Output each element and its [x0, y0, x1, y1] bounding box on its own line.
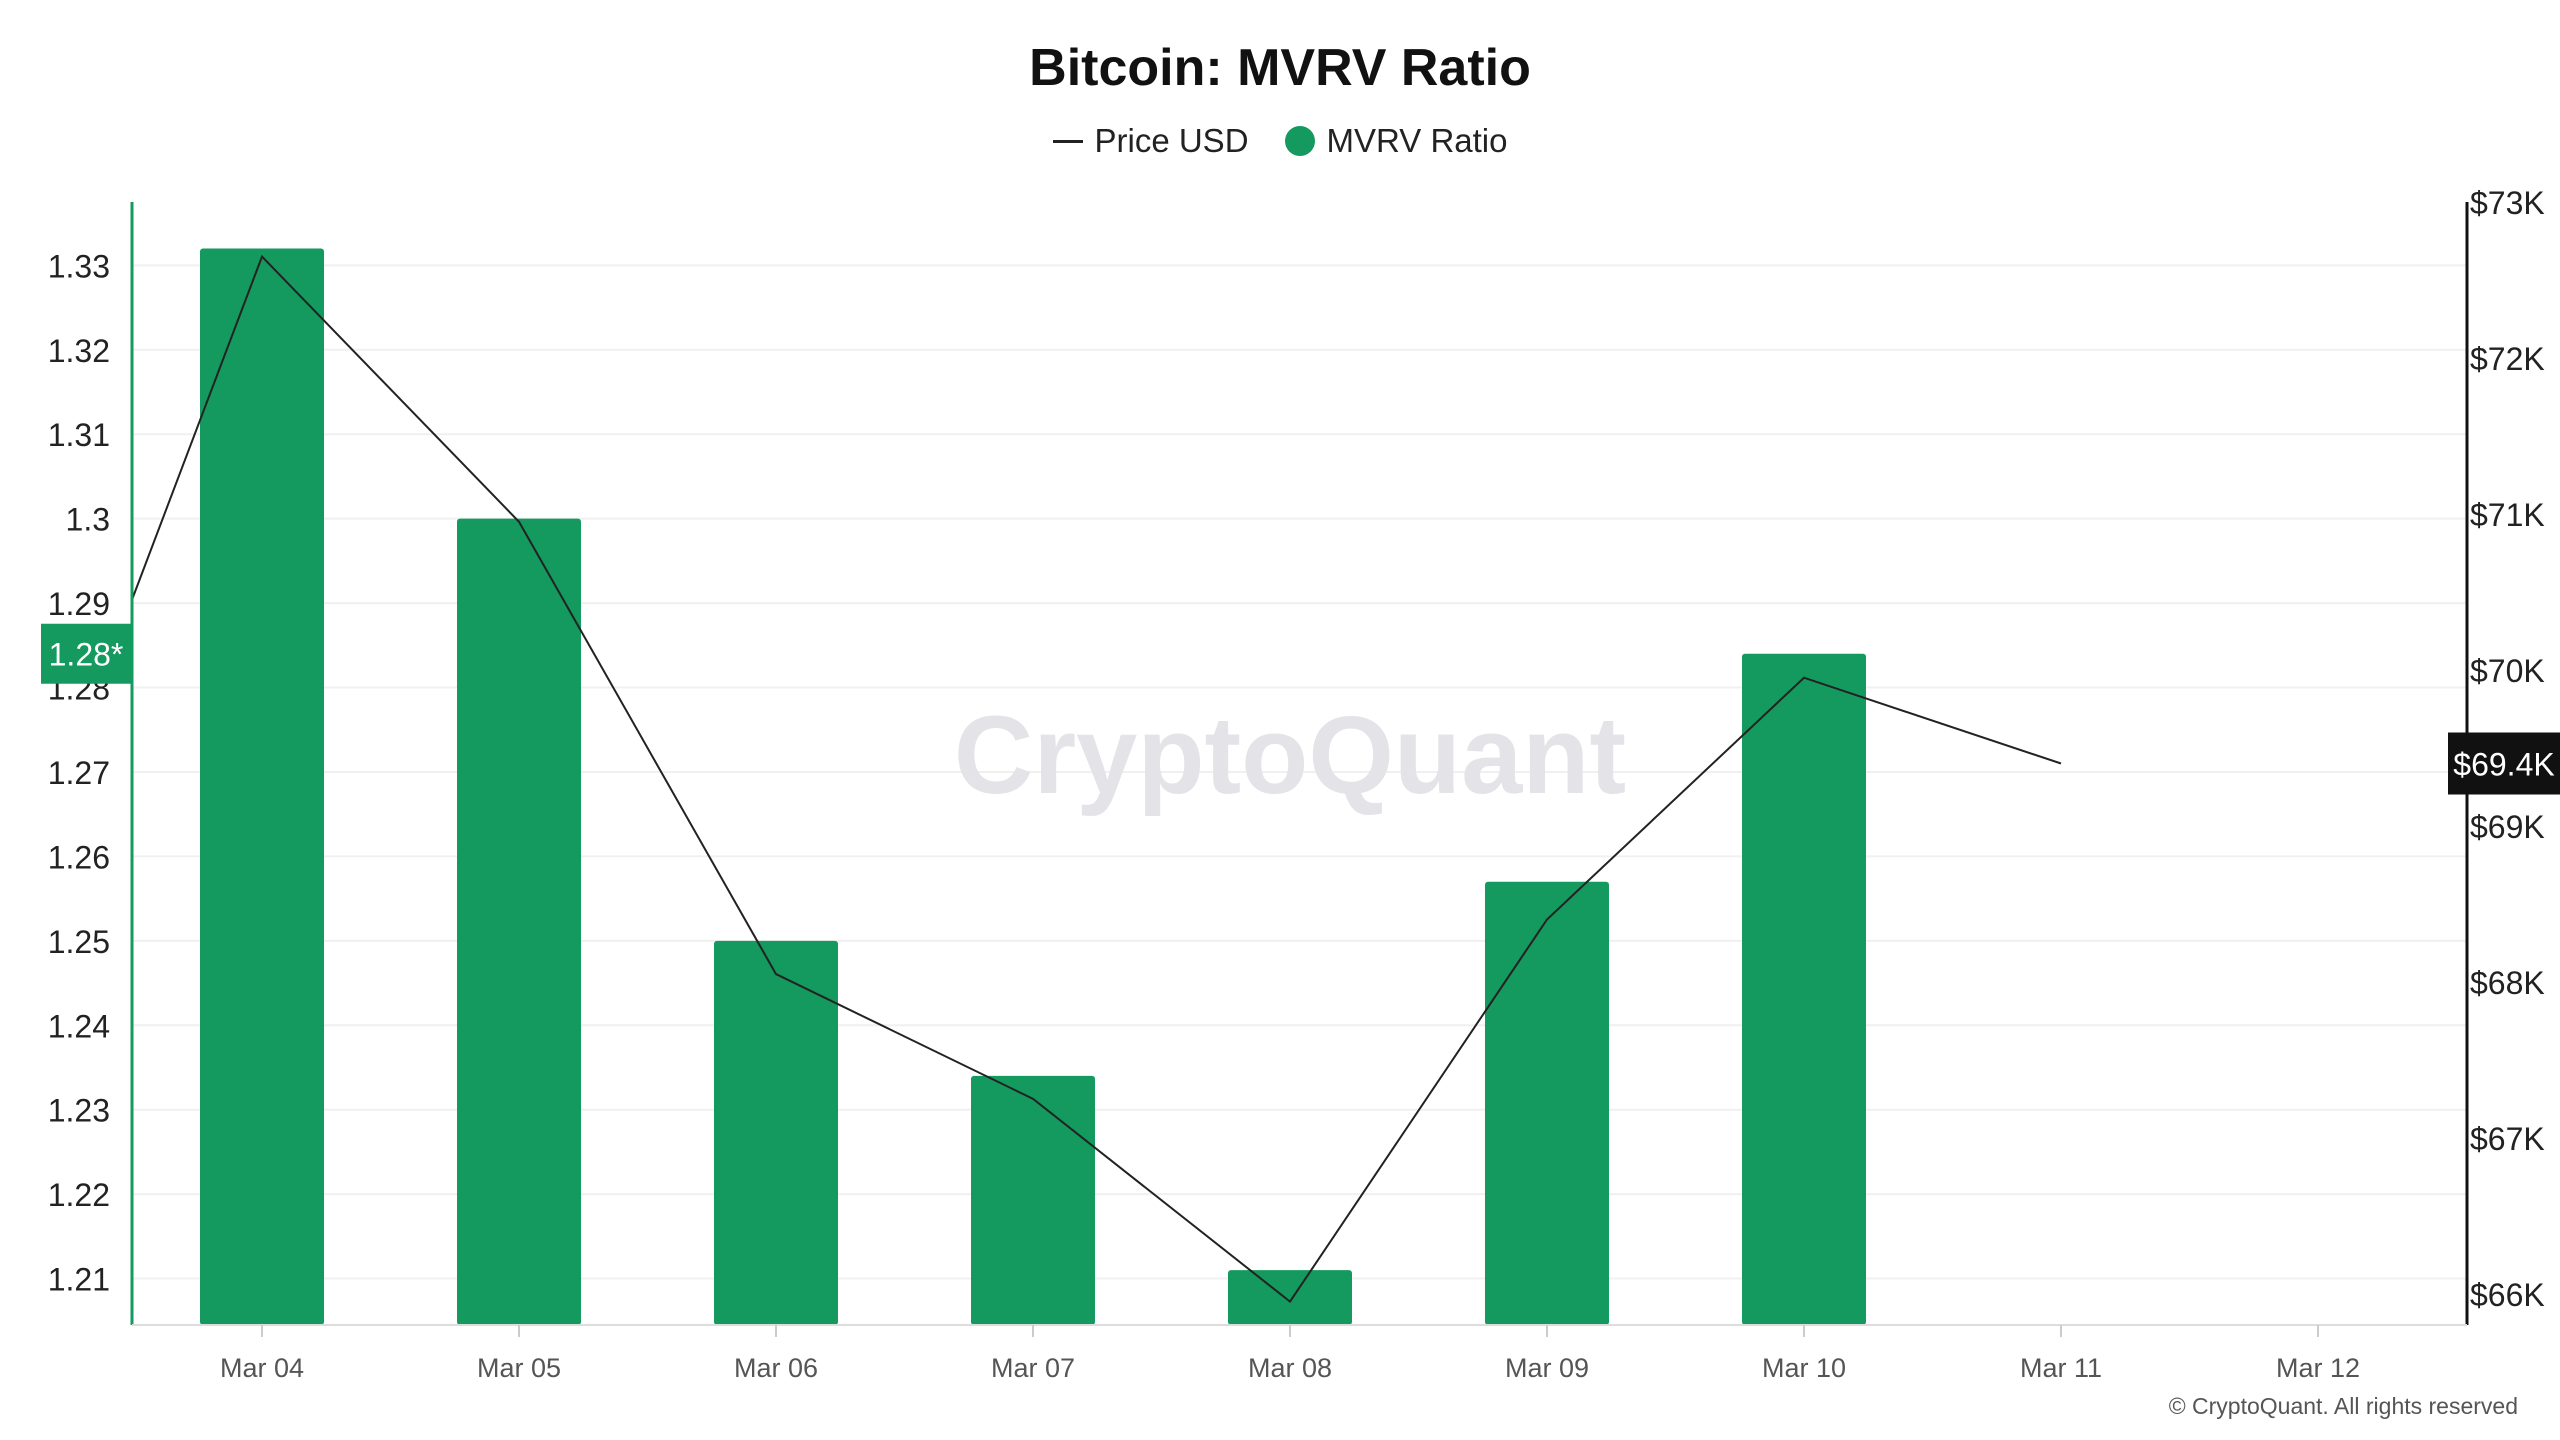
right-tick-label: $69K — [2470, 809, 2545, 845]
copyright-text: © CryptoQuant. All rights reserved — [2168, 1393, 2518, 1419]
legend-item-mvrv[interactable]: MVRV Ratio — [1284, 122, 1508, 160]
left-tick-label: 1.25 — [48, 924, 110, 960]
chart-title: Bitcoin: MVRV Ratio — [1029, 39, 1531, 97]
left-tick-label: 1.3 — [66, 502, 110, 538]
x-tick-label: Mar 04 — [220, 1353, 304, 1383]
left-tick-label: 1.22 — [48, 1177, 110, 1213]
left-tick-label: 1.24 — [48, 1008, 110, 1044]
right-tick-label: $73K — [2470, 185, 2545, 221]
mvrv-bar — [1485, 881, 1609, 1325]
left-tick-label: 1.26 — [48, 839, 110, 875]
mvrv-bar — [1742, 653, 1866, 1325]
mvrv-bar — [714, 940, 838, 1325]
badge-background — [41, 623, 131, 684]
watermark-text: CryptoQuant — [954, 694, 1626, 817]
left-tick-label: 1.31 — [48, 417, 110, 453]
right-tick-label: $72K — [2470, 341, 2545, 377]
badge-label: 1.28* — [49, 637, 124, 673]
x-tick-label: Mar 09 — [1505, 1353, 1589, 1383]
right-tick-label: $71K — [2470, 497, 2545, 533]
x-tick-label: Mar 05 — [477, 1353, 561, 1383]
left-tick-label: 1.32 — [48, 333, 110, 369]
mvrv-bar — [457, 518, 581, 1325]
badge-label: $69.4K — [2453, 747, 2554, 783]
x-tick-label: Mar 10 — [1762, 1353, 1846, 1383]
right-tick-label: $68K — [2470, 965, 2545, 1001]
current-mvrv-badge: 1.28* — [41, 623, 131, 684]
x-tick-label: Mar 11 — [2020, 1353, 2102, 1383]
line-swatch-icon — [1052, 139, 1083, 143]
left-tick-label: 1.29 — [48, 586, 110, 622]
right-tick-label: $70K — [2470, 653, 2545, 689]
legend-label-price: Price USD — [1094, 122, 1249, 159]
left-tick-label: 1.33 — [48, 248, 110, 284]
mvrv-bar — [200, 248, 324, 1326]
price-line — [131, 254, 2062, 1304]
legend-item-price[interactable]: Price USD — [1052, 122, 1249, 160]
left-tick-label: 1.27 — [48, 755, 110, 791]
right-tick-label: $67K — [2470, 1121, 2545, 1157]
x-tick-label: Mar 06 — [734, 1353, 818, 1383]
x-tick-label: Mar 08 — [1248, 1353, 1332, 1383]
mvrv-bar — [1228, 1270, 1352, 1325]
dot-swatch-icon — [1284, 126, 1315, 156]
left-tick-label: 1.23 — [48, 1093, 110, 1129]
x-tick-label: Mar 07 — [991, 1353, 1075, 1383]
right-tick-label: $66K — [2470, 1277, 2545, 1313]
chart-legend: Price USD MVRV Ratio — [0, 122, 2560, 160]
current-price-badge: $69.4K — [2448, 732, 2560, 795]
legend-label-mvrv: MVRV Ratio — [1326, 122, 1508, 159]
left-tick-label: 1.21 — [48, 1262, 110, 1298]
badge-background — [2448, 732, 2560, 795]
x-tick-label: Mar 12 — [2276, 1353, 2360, 1383]
mvrv-bar — [971, 1075, 1095, 1325]
